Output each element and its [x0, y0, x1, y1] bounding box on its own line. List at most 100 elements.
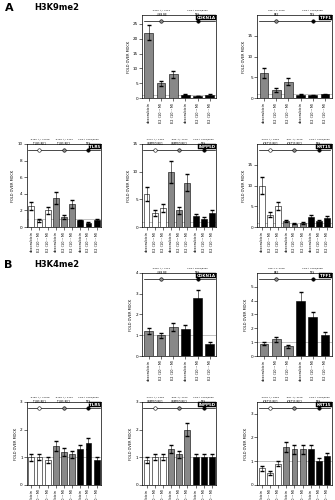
- Bar: [316, 221, 322, 227]
- Text: -4078 +/- 6388: -4078 +/- 6388: [261, 396, 279, 398]
- Bar: [168, 172, 174, 227]
- Bar: [296, 300, 305, 356]
- Bar: [308, 216, 314, 227]
- Bar: [193, 216, 199, 227]
- Bar: [185, 430, 190, 485]
- Text: ChIP+ 5693/8396: ChIP+ 5693/8396: [187, 267, 208, 268]
- Bar: [160, 208, 166, 227]
- Bar: [296, 95, 305, 98]
- Y-axis label: FOLD OVER MOCK: FOLD OVER MOCK: [242, 170, 246, 202]
- Text: TSS: TSS: [195, 272, 200, 276]
- Bar: [308, 450, 314, 485]
- Bar: [85, 223, 91, 227]
- Bar: [94, 460, 99, 485]
- Bar: [272, 340, 281, 356]
- Bar: [28, 206, 34, 227]
- Bar: [77, 220, 83, 227]
- Text: TLR5: TLR5: [89, 145, 100, 149]
- Bar: [209, 458, 215, 485]
- Text: -1072 +/- 1363: -1072 +/- 1363: [146, 396, 164, 398]
- Text: TSS: TSS: [201, 142, 206, 146]
- Bar: [28, 458, 34, 485]
- Text: TSS: TSS: [195, 14, 200, 18]
- Text: -468 RE: -468 RE: [155, 14, 166, 18]
- Text: TFF1: TFF1: [320, 274, 331, 278]
- Y-axis label: FOLD OVER MOCK: FOLD OVER MOCK: [242, 40, 246, 72]
- Bar: [69, 204, 75, 227]
- Bar: [176, 454, 182, 485]
- Text: -5780 +/- 47328: -5780 +/- 47328: [30, 396, 49, 398]
- Text: INPP5D: INPP5D: [199, 402, 216, 406]
- Text: H3K4me2: H3K4me2: [34, 260, 79, 270]
- Text: H3K9me2: H3K9me2: [34, 2, 79, 12]
- Bar: [193, 458, 199, 485]
- Text: SRE 1.1: 2308: SRE 1.1: 2308: [268, 10, 284, 11]
- Y-axis label: FOLD OVER MOCK: FOLD OVER MOCK: [245, 428, 249, 460]
- Bar: [324, 456, 330, 485]
- Text: TSS: TSS: [310, 14, 315, 18]
- Bar: [260, 344, 268, 356]
- Bar: [45, 210, 51, 227]
- Y-axis label: FOLD OVER MOCK: FOLD OVER MOCK: [14, 428, 18, 460]
- Y-axis label: FOLD OVER MOCK: FOLD OVER MOCK: [129, 428, 133, 460]
- Text: TSS: TSS: [86, 142, 91, 146]
- Text: KRT15 RE1: KRT15 RE1: [263, 142, 277, 146]
- Bar: [275, 206, 281, 227]
- Y-axis label: FOLD OVER MOCK: FOLD OVER MOCK: [127, 170, 131, 202]
- Bar: [37, 458, 43, 485]
- Bar: [316, 461, 322, 485]
- Bar: [309, 96, 317, 98]
- Text: TSS: TSS: [310, 272, 315, 276]
- Text: ChIP+ 3693/6398: ChIP+ 3693/6398: [303, 267, 323, 268]
- Bar: [193, 298, 202, 356]
- Text: -5768 +/- 5787: -5768 +/- 5787: [55, 396, 73, 398]
- Bar: [169, 74, 178, 98]
- Text: TSS: TSS: [201, 400, 206, 404]
- Bar: [209, 214, 215, 227]
- Bar: [152, 214, 158, 227]
- Text: TLR5 RE2: TLR5 RE2: [58, 142, 70, 146]
- Text: -2300 +/- 4713: -2300 +/- 4713: [152, 9, 170, 11]
- Text: -887 +/- 3308: -887 +/- 3308: [286, 138, 303, 140]
- Bar: [259, 468, 265, 485]
- Text: ChIP+ 3693/3566: ChIP+ 3693/3566: [193, 396, 214, 398]
- Bar: [152, 458, 158, 485]
- Bar: [94, 220, 99, 227]
- Bar: [201, 219, 207, 227]
- Text: -5780 +/- 47328: -5780 +/- 47328: [30, 138, 49, 140]
- Text: INPP5D: INPP5D: [199, 145, 216, 149]
- Text: -886 +/- 1363: -886 +/- 1363: [171, 396, 188, 398]
- Bar: [291, 450, 297, 485]
- Bar: [300, 450, 306, 485]
- Bar: [144, 331, 153, 356]
- Text: ChIP+ 3693/3566: ChIP+ 3693/3566: [78, 138, 99, 140]
- Text: -5768 +/- 5787: -5768 +/- 5787: [55, 138, 73, 140]
- Bar: [267, 473, 273, 485]
- Bar: [181, 329, 190, 356]
- Bar: [201, 458, 207, 485]
- Text: INPP5D RE1: INPP5D RE1: [147, 400, 163, 404]
- Bar: [283, 447, 289, 485]
- Text: TLR5 RE1: TLR5 RE1: [33, 142, 46, 146]
- Bar: [284, 82, 293, 98]
- Bar: [321, 336, 329, 356]
- Bar: [205, 95, 214, 98]
- Bar: [324, 218, 330, 227]
- Text: TSS: TSS: [316, 142, 322, 146]
- Bar: [156, 336, 165, 356]
- Text: KRT15 RE2: KRT15 RE2: [287, 142, 302, 146]
- Bar: [53, 446, 59, 485]
- Text: TSS: TSS: [86, 400, 91, 404]
- Text: -4078 +/- 6388: -4078 +/- 6388: [261, 138, 279, 140]
- Bar: [205, 344, 214, 356]
- Text: CDKN1A: CDKN1A: [197, 274, 216, 278]
- Text: INPP5D RE2: INPP5D RE2: [171, 142, 187, 146]
- Bar: [53, 198, 59, 227]
- Bar: [168, 449, 174, 485]
- Bar: [260, 73, 268, 98]
- Bar: [185, 183, 190, 227]
- Bar: [45, 460, 51, 485]
- Text: INPP5D RE1: INPP5D RE1: [147, 142, 163, 146]
- Text: TFF1: TFF1: [320, 16, 331, 20]
- Text: -468 RE: -468 RE: [155, 272, 166, 276]
